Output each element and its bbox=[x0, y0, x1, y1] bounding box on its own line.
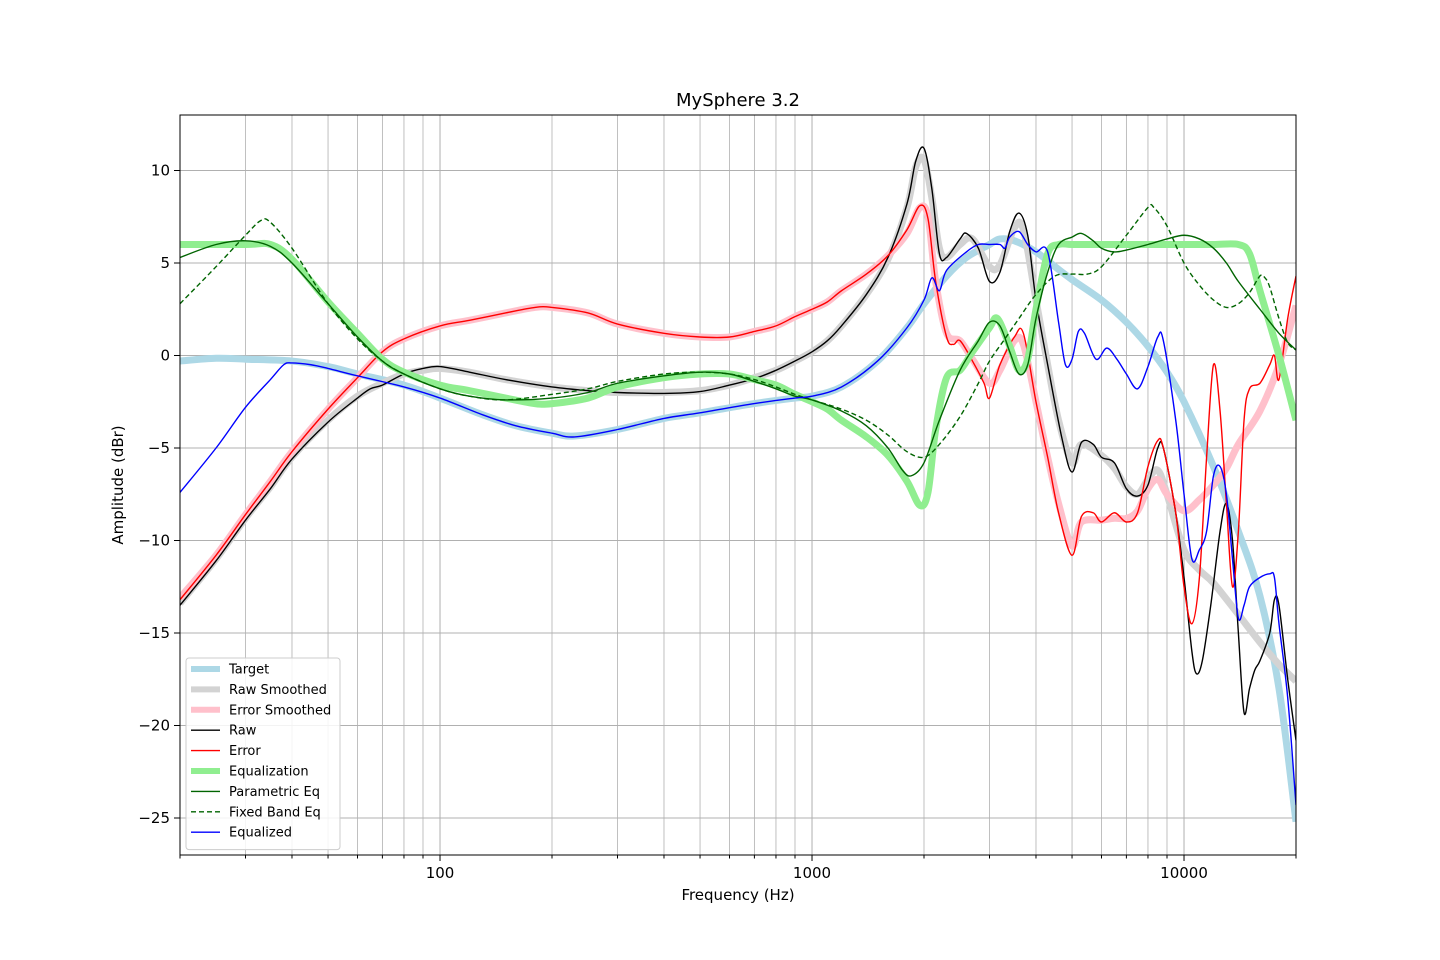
y-tick-label: 0 bbox=[160, 347, 170, 365]
legend-label-error-smoothed: Error Smoothed bbox=[229, 703, 331, 718]
legend-label-raw-smoothed: Raw Smoothed bbox=[229, 683, 327, 698]
axes-frame bbox=[179, 114, 1297, 856]
x-tick-label: 1000 bbox=[793, 864, 831, 882]
y-tick-label: −10 bbox=[138, 532, 170, 550]
legend-label-raw: Raw bbox=[229, 724, 257, 739]
y-tick-label: −25 bbox=[138, 809, 170, 827]
x-tick-label: 100 bbox=[426, 864, 455, 882]
legend-box bbox=[185, 657, 341, 851]
y-tick-label: 10 bbox=[151, 162, 170, 180]
legend-label-fixed-band-eq: Fixed Band Eq bbox=[229, 805, 321, 820]
chart-title: MySphere 3.2 bbox=[676, 90, 800, 111]
plot-area bbox=[180, 146, 1296, 823]
legend-label-equalized: Equalized bbox=[229, 826, 292, 841]
series-line-raw bbox=[180, 146, 1296, 741]
series-line-equalized bbox=[180, 230, 1296, 806]
series-line-error bbox=[180, 204, 1296, 625]
legend-label-parametric-eq: Parametric Eq bbox=[229, 785, 320, 800]
y-tick-label: −15 bbox=[138, 624, 170, 642]
x-axis-ticks: 100 1000 10000 bbox=[179, 855, 1297, 882]
legend-label-target: Target bbox=[228, 663, 269, 678]
y-tick-label: −5 bbox=[148, 439, 170, 457]
y-tick-label: 5 bbox=[160, 254, 170, 272]
legend-label-equalization: Equalization bbox=[229, 765, 309, 780]
legend: Target Raw Smoothed Error Smoothed Raw Error… bbox=[185, 657, 341, 851]
series-line-parametric-eq bbox=[180, 232, 1296, 477]
legend-label-error: Error bbox=[229, 744, 261, 759]
series-line-fixed-band-eq bbox=[180, 203, 1296, 459]
series-line-raw-smoothed bbox=[180, 153, 1296, 684]
y-axis-label: Amplitude (dBr) bbox=[109, 425, 127, 544]
y-tick-label: −20 bbox=[138, 717, 170, 735]
x-tick-label: 10000 bbox=[1160, 864, 1208, 882]
y-axis-ticks: 10 5 0 −5 −10 −15 −20 −25 bbox=[138, 162, 180, 827]
x-axis-label: Frequency (Hz) bbox=[681, 886, 794, 904]
